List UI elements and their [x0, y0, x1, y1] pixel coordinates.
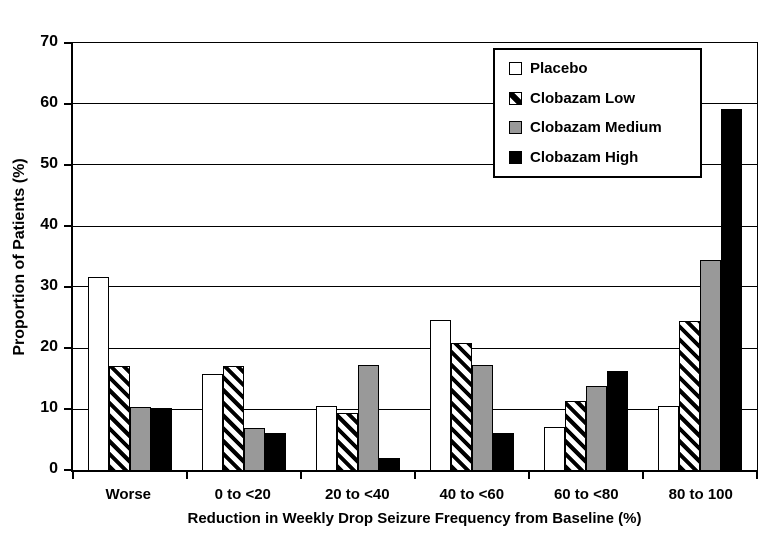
legend-item: Clobazam Low	[509, 91, 700, 106]
bar-clobazam-high	[607, 370, 628, 470]
bar-placebo	[202, 373, 223, 470]
gridline	[73, 225, 757, 227]
y-tick-label: 20	[40, 338, 58, 355]
x-tick-mark	[72, 472, 74, 479]
x-tick-mark	[414, 472, 416, 479]
legend-label: Clobazam Medium	[530, 119, 662, 137]
x-category-label: 80 to 100	[668, 486, 733, 503]
x-category-labels: Worse 0 to <20 20 to <40 40 to <60 60 to <80…	[71, 486, 758, 504]
bar-clobazam-high	[151, 407, 172, 470]
bar-clobazam-low	[565, 401, 586, 470]
y-tick-mark	[64, 408, 71, 410]
bar-placebo	[430, 319, 451, 470]
gridline	[73, 286, 757, 288]
bar-clobazam-medium	[244, 427, 265, 470]
y-tick-mark	[64, 225, 71, 227]
bar-clobazam-low	[337, 412, 358, 470]
legend-swatch-gray	[509, 121, 522, 135]
x-category-label: 0 to <20	[214, 486, 271, 503]
bar-clobazam-medium	[700, 259, 721, 470]
legend-swatch-hatch	[509, 91, 522, 105]
bar-group	[529, 43, 643, 470]
bar-group	[73, 43, 187, 470]
gridline	[73, 347, 757, 349]
gridline	[73, 103, 757, 105]
bar-clobazam-high	[493, 432, 514, 470]
y-tick-label: 10	[40, 399, 58, 416]
legend-swatch-black	[509, 150, 522, 164]
x-category-label: 40 to <60	[439, 486, 505, 503]
bar-group	[415, 43, 529, 470]
x-tick-mark	[642, 472, 644, 479]
y-tick-label: 60	[40, 93, 58, 111]
y-tick-label: 70	[40, 33, 58, 50]
y-tick-mark	[64, 102, 71, 105]
x-tick-mark	[185, 472, 188, 479]
legend-item: Clobazam Medium	[509, 120, 700, 135]
gridline	[73, 164, 757, 166]
x-category-label: 60 to <80	[553, 486, 619, 503]
bar-clobazam-low	[109, 366, 130, 470]
bar-clobazam-medium	[472, 365, 493, 470]
legend-label: Clobazam High	[530, 148, 639, 166]
bar-placebo	[316, 405, 337, 470]
bar-placebo	[544, 427, 565, 470]
x-category-label: Worse	[105, 486, 152, 503]
y-axis-labels: 0 10 20 30 40 50 60 70	[0, 33, 58, 477]
bar-group	[301, 43, 415, 470]
gridline	[73, 408, 757, 410]
bars-row	[73, 43, 757, 470]
bar-placebo	[658, 405, 679, 470]
legend-item: Placebo	[509, 61, 700, 76]
y-tick-mark	[64, 42, 71, 44]
y-tick-label: 0	[49, 460, 58, 477]
legend-label: Clobazam Low	[530, 89, 636, 107]
legend-swatch-white	[509, 62, 522, 76]
bar-clobazam-high	[721, 108, 742, 470]
bar-clobazam-medium	[586, 385, 607, 470]
x-tick-mark	[299, 472, 302, 479]
x-axis-title: Reduction in Weekly Drop Seizure Frequen…	[187, 510, 642, 527]
bar-group	[643, 43, 757, 470]
bar-group	[187, 43, 301, 470]
y-tick-label: 50	[40, 154, 58, 172]
bar-clobazam-high	[265, 432, 286, 470]
bar-placebo	[88, 277, 109, 470]
y-tick-mark	[64, 347, 71, 349]
legend: Placebo Clobazam Low Clobazam Medium Clobaz…	[493, 48, 702, 178]
bar-clobazam-low	[451, 343, 472, 470]
bar-clobazam-low	[679, 320, 700, 470]
x-tick-mark	[527, 472, 530, 479]
bar-clobazam-medium	[358, 365, 379, 470]
legend-item: Clobazam High	[509, 150, 700, 165]
y-tick-mark	[64, 285, 71, 288]
bar-clobazam-high	[379, 457, 400, 470]
bar-clobazam-medium	[130, 407, 151, 470]
y-tick-mark	[64, 469, 71, 471]
legend-label: Placebo	[530, 60, 588, 78]
y-tick-label: 30	[40, 276, 58, 294]
y-tick-label: 40	[40, 216, 58, 233]
x-category-label: 20 to <40	[324, 486, 390, 503]
y-tick-mark	[64, 163, 71, 166]
x-tick-mark	[756, 472, 758, 479]
bar-clobazam-low	[223, 366, 244, 470]
